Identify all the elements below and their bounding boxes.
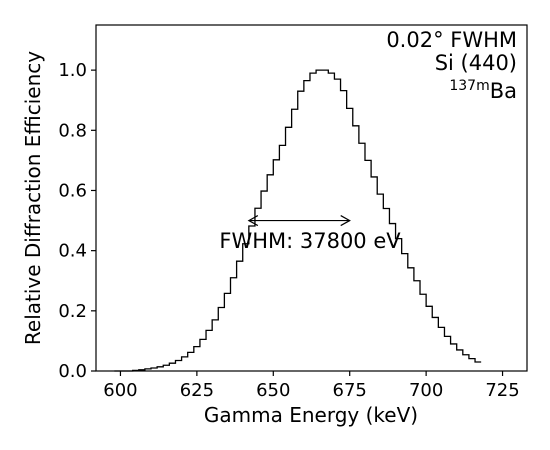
annotation-source-isotope: 137mBa — [449, 78, 517, 103]
y-tick-label: 0.6 — [58, 180, 87, 201]
y-tick-label: 0.8 — [58, 120, 87, 141]
annotations: 0.02° FWHM Si (440) 137mBa FWHM: 37800 e… — [21, 28, 517, 427]
axes: 600 625 650 675 700 725 0.0 0.2 0.4 0.6 0.8 1.0 — [58, 24, 528, 401]
fwhm-label: FWHM: 37800 eV — [219, 229, 401, 253]
series-step-line-0 — [114, 69, 482, 372]
x-tick-label: 675 — [333, 380, 367, 401]
y-tick-label: 1.0 — [58, 60, 87, 81]
x-axis-label: Gamma Energy (keV) — [204, 403, 418, 427]
x-tick-label: 625 — [180, 380, 214, 401]
y-tick-label: 0.2 — [58, 301, 87, 322]
y-axis-label: Relative Diffraction Efficiency — [21, 51, 45, 345]
fwhm-arrowhead-right — [340, 215, 351, 227]
isotope-superscript: 137m — [449, 78, 489, 94]
plot-area — [96, 25, 527, 371]
y-tick-label: 0.4 — [58, 241, 87, 262]
isotope-symbol: Ba — [490, 79, 517, 103]
plot-background — [96, 25, 527, 371]
axes-frame — [95, 24, 528, 372]
data-series — [114, 69, 482, 372]
x-tick-label: 650 — [256, 380, 290, 401]
x-tick-label: 600 — [103, 380, 137, 401]
annotation-crystal: Si (440) — [435, 51, 517, 75]
annotation-fwhm-angle: 0.02° FWHM — [386, 28, 517, 52]
fwhm-arrowhead-left — [247, 215, 259, 227]
x-tick-label: 725 — [485, 380, 519, 401]
y-tick-label: 0.0 — [58, 361, 87, 382]
x-tick-label: 700 — [409, 380, 443, 401]
